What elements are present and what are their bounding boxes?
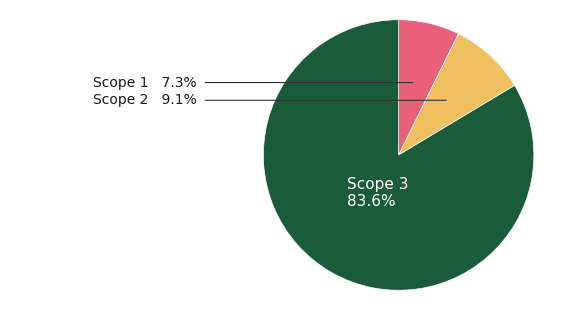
Text: Scope 2   9.1%: Scope 2 9.1% [93,93,197,107]
Text: Scope 3
83.6%: Scope 3 83.6% [347,177,409,209]
Wedge shape [398,20,458,155]
Wedge shape [263,20,534,290]
Text: Scope 1   7.3%: Scope 1 7.3% [93,76,197,90]
Wedge shape [398,34,515,155]
